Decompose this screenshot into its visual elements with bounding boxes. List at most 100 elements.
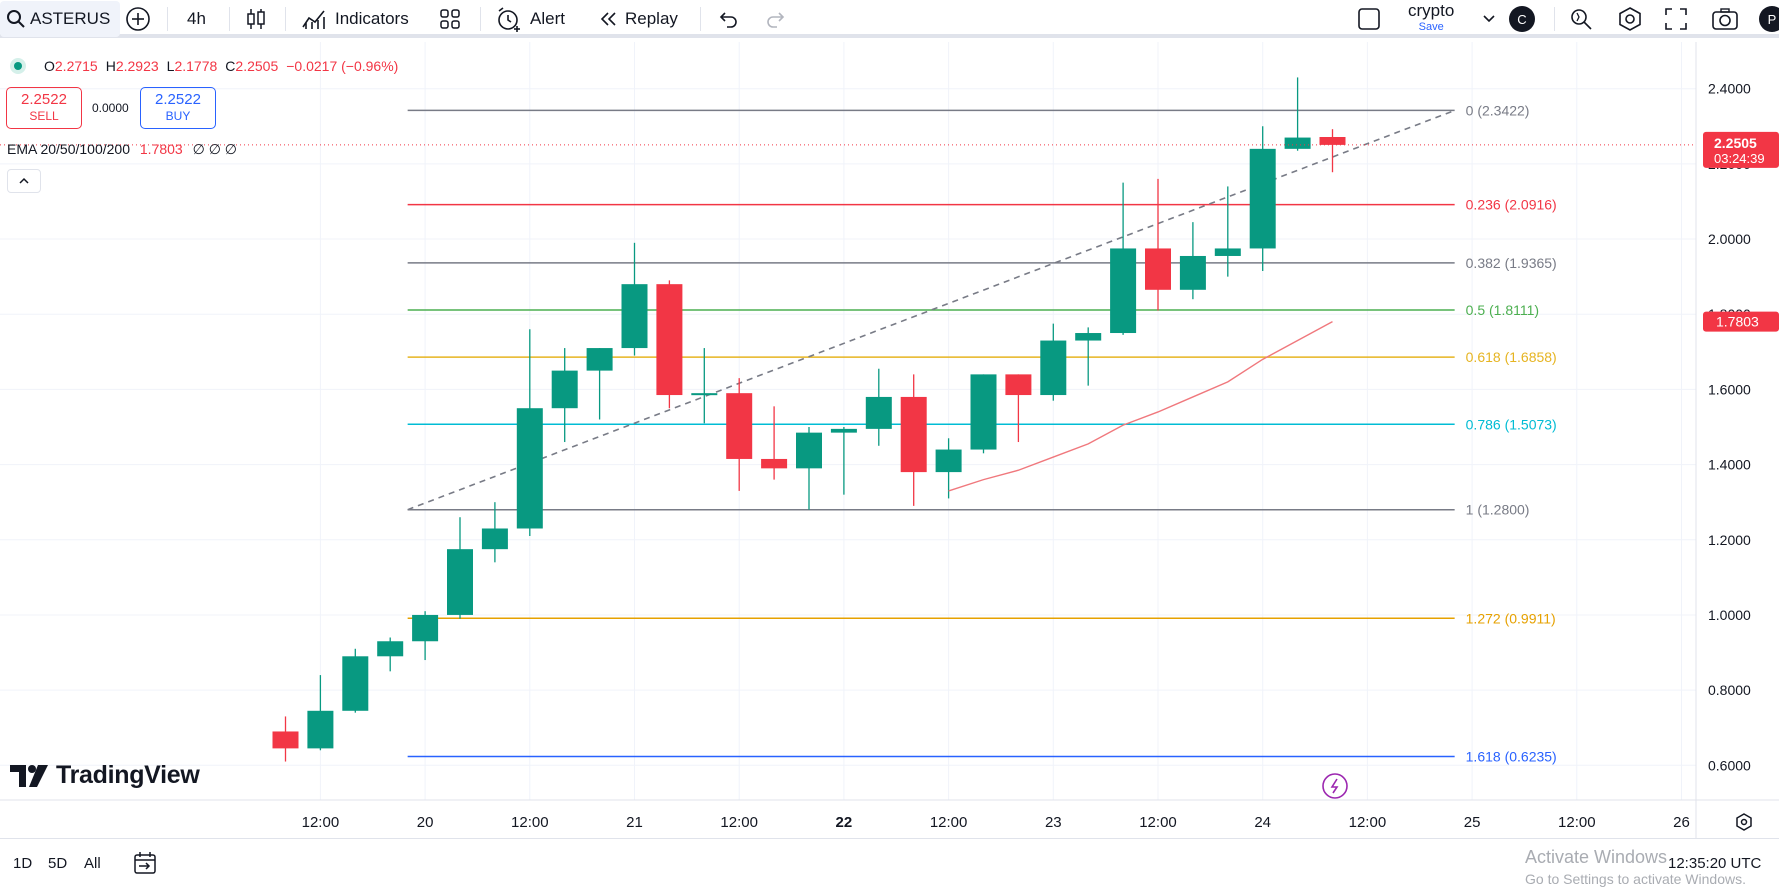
candle-body xyxy=(796,432,822,469)
candle[interactable] xyxy=(865,368,892,446)
undo-button[interactable] xyxy=(717,0,739,38)
range-1d-button[interactable]: 1D xyxy=(13,855,33,872)
symbol-search-button[interactable]: ASTERUS xyxy=(0,1,121,37)
candle[interactable] xyxy=(691,348,718,424)
avatar-circle: C xyxy=(1509,6,1535,32)
price-chart[interactable]: 0 (2.3422) 0.236 (2.0916) 0.382 (1.9365) 0.… xyxy=(0,42,1779,838)
chart-type-button[interactable] xyxy=(244,0,268,38)
fullscreen-button[interactable] xyxy=(1664,0,1688,38)
compare-symbol-button[interactable] xyxy=(125,0,151,38)
ohlc-legend: O 2.2715 H 2.2923 L 2.1778 C 2.2505 −0.0217 … xyxy=(10,58,398,74)
profile-button[interactable]: P xyxy=(1759,0,1779,38)
sell-label: SELL xyxy=(29,109,59,123)
candle[interactable] xyxy=(656,280,683,409)
candle[interactable] xyxy=(1110,182,1137,335)
collapse-legend-button[interactable] xyxy=(7,169,41,193)
time-tick-label: 12:00 xyxy=(1349,814,1387,831)
account-avatar[interactable]: C xyxy=(1509,0,1535,38)
candle-body xyxy=(865,396,892,429)
candle[interactable] xyxy=(551,348,578,443)
candle[interactable] xyxy=(1005,374,1032,443)
candle[interactable] xyxy=(621,242,648,356)
candle-body xyxy=(761,458,788,469)
candle[interactable] xyxy=(900,374,927,506)
candle[interactable] xyxy=(342,648,369,713)
fib-level-label: 1.272 (0.9911) xyxy=(1466,610,1556,626)
candles-layer[interactable] xyxy=(272,77,1346,762)
candle[interactable] xyxy=(377,637,404,672)
candle[interactable] xyxy=(796,427,822,510)
goto-date-button[interactable] xyxy=(132,851,158,879)
candle[interactable] xyxy=(412,611,439,661)
indicators-label: Indicators xyxy=(335,9,409,28)
candle-body xyxy=(481,528,508,550)
clock-timezone-button[interactable]: 12:35:20 UTC xyxy=(1668,855,1762,872)
os-activation-title: Activate Windows xyxy=(1525,847,1668,867)
candle[interactable] xyxy=(272,716,299,762)
candle[interactable] xyxy=(586,348,613,420)
bottom-toolbar: 1D 5D All 12:35:20 UTC xyxy=(0,838,1779,891)
quick-search-button[interactable] xyxy=(1568,0,1594,38)
candle[interactable] xyxy=(1040,323,1067,401)
snapshot-button[interactable] xyxy=(1711,0,1739,38)
candle[interactable] xyxy=(761,406,788,480)
candle-body xyxy=(1249,148,1276,249)
toolbar-divider xyxy=(285,7,286,31)
fib-retracement[interactable]: 0 (2.3422) 0.236 (2.0916) 0.382 (1.9365) 0.… xyxy=(407,102,1557,764)
candle[interactable] xyxy=(516,329,543,537)
candle-body xyxy=(970,374,997,450)
buy-button[interactable]: 2.2522 BUY xyxy=(140,87,216,129)
candle-body xyxy=(830,428,857,433)
candle[interactable] xyxy=(1179,222,1206,300)
candle[interactable] xyxy=(1145,178,1171,311)
time-tick-label: 21 xyxy=(626,814,643,831)
tradingview-logo[interactable]: TradingView xyxy=(10,761,200,790)
candle[interactable] xyxy=(830,427,857,495)
time-tick-label: 12:00 xyxy=(511,814,549,831)
layout-menu-chevron[interactable] xyxy=(1482,0,1496,38)
high-label: H xyxy=(105,58,116,74)
candle-body xyxy=(935,449,962,473)
settings-button[interactable] xyxy=(1617,0,1643,38)
sell-button[interactable]: 2.2522 SELL xyxy=(6,87,82,129)
candle[interactable] xyxy=(447,517,473,619)
candle-body xyxy=(1214,248,1241,256)
interval-button[interactable]: 4h xyxy=(187,0,206,38)
buy-price: 2.2522 xyxy=(155,91,201,108)
range-all-button[interactable]: All xyxy=(84,855,101,872)
magic-search-icon xyxy=(1571,9,1592,30)
toolbar-divider xyxy=(229,7,230,31)
time-tick-label: 23 xyxy=(1045,814,1062,831)
scale-settings-button[interactable] xyxy=(1736,813,1752,831)
time-tick-label: 12:00 xyxy=(1558,814,1596,831)
fib-level-label: 0.618 (1.6858) xyxy=(1466,349,1557,365)
replay-button[interactable]: Replay xyxy=(597,0,678,38)
redo-button[interactable] xyxy=(765,0,787,38)
candle[interactable] xyxy=(935,438,962,499)
candle[interactable] xyxy=(1075,327,1102,386)
candle[interactable] xyxy=(970,374,997,454)
indicators-button[interactable]: Indicators xyxy=(301,0,409,38)
settings-hexagon-icon xyxy=(1619,7,1641,31)
alert-button[interactable]: Alert xyxy=(496,0,565,38)
candle[interactable] xyxy=(307,675,334,751)
candle[interactable] xyxy=(481,502,508,563)
candle[interactable] xyxy=(1284,77,1311,151)
layout-select-toggle[interactable] xyxy=(1357,0,1381,38)
time-axis[interactable]: 12:00 20 12:00 21 12:00 22 12:00 23 12:00 24 12:00… xyxy=(0,799,1779,831)
indicator-templates-button[interactable] xyxy=(439,0,461,38)
candle[interactable] xyxy=(1249,126,1276,272)
price-tick-label: 2.4000 xyxy=(1708,81,1751,97)
camera-icon xyxy=(1712,8,1738,30)
open-label: O xyxy=(44,58,55,74)
lightning-event-icon[interactable] xyxy=(1322,773,1348,799)
ema-legend[interactable]: EMA 20/50/100/200 1.7803 ∅ ∅ ∅ xyxy=(7,141,237,158)
undo-icon xyxy=(719,12,737,28)
candle[interactable] xyxy=(1319,129,1346,173)
range-5d-button[interactable]: 5D xyxy=(48,855,68,872)
market-status-dot[interactable] xyxy=(10,58,26,74)
candle[interactable] xyxy=(1214,186,1241,277)
candle[interactable] xyxy=(726,378,753,491)
layout-name-button[interactable]: crypto Save xyxy=(1408,0,1454,38)
candle-body xyxy=(342,656,369,711)
